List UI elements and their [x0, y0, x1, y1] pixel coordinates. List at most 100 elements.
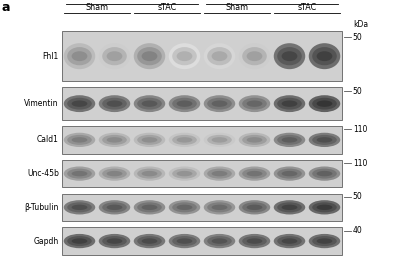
- Ellipse shape: [277, 202, 302, 212]
- Bar: [62, 87, 342, 120]
- Ellipse shape: [247, 171, 262, 176]
- Ellipse shape: [134, 95, 165, 112]
- Ellipse shape: [239, 200, 270, 214]
- Ellipse shape: [142, 238, 157, 244]
- Ellipse shape: [72, 137, 87, 142]
- Ellipse shape: [309, 166, 340, 181]
- Ellipse shape: [67, 135, 92, 145]
- Ellipse shape: [67, 202, 92, 212]
- Ellipse shape: [282, 205, 297, 210]
- Bar: [62, 227, 342, 255]
- Ellipse shape: [239, 95, 270, 112]
- Ellipse shape: [102, 168, 127, 179]
- Ellipse shape: [134, 43, 165, 69]
- Ellipse shape: [242, 135, 267, 145]
- Ellipse shape: [99, 43, 130, 69]
- Ellipse shape: [312, 98, 337, 109]
- Ellipse shape: [312, 47, 337, 65]
- Ellipse shape: [242, 47, 267, 65]
- Ellipse shape: [204, 166, 235, 181]
- Ellipse shape: [169, 43, 200, 69]
- Text: a: a: [2, 1, 10, 14]
- Ellipse shape: [137, 236, 162, 246]
- Text: Gapdh: Gapdh: [34, 237, 59, 245]
- Text: $\mathit{Hace1}^{+/+}$: $\mathit{Hace1}^{+/+}$: [111, 0, 153, 3]
- Ellipse shape: [242, 202, 267, 212]
- Ellipse shape: [172, 168, 197, 179]
- Ellipse shape: [102, 98, 127, 109]
- Ellipse shape: [169, 133, 200, 147]
- Text: 50: 50: [353, 33, 362, 42]
- Ellipse shape: [134, 200, 165, 214]
- Ellipse shape: [137, 98, 162, 109]
- Ellipse shape: [142, 171, 157, 176]
- Ellipse shape: [317, 100, 332, 107]
- Ellipse shape: [317, 171, 332, 176]
- Text: 40: 40: [353, 226, 362, 235]
- Ellipse shape: [207, 98, 232, 109]
- Ellipse shape: [309, 234, 340, 248]
- Ellipse shape: [212, 205, 227, 210]
- Ellipse shape: [207, 236, 232, 246]
- Ellipse shape: [274, 133, 305, 147]
- Ellipse shape: [64, 234, 95, 248]
- Ellipse shape: [177, 137, 192, 142]
- Ellipse shape: [309, 95, 340, 112]
- Ellipse shape: [274, 234, 305, 248]
- Ellipse shape: [204, 200, 235, 214]
- Bar: [62, 126, 342, 154]
- Ellipse shape: [277, 47, 302, 65]
- Ellipse shape: [177, 171, 192, 176]
- Ellipse shape: [312, 236, 337, 246]
- Ellipse shape: [317, 137, 332, 142]
- Ellipse shape: [177, 100, 192, 107]
- Ellipse shape: [204, 234, 235, 248]
- Bar: [62, 160, 342, 187]
- Text: Fhl1: Fhl1: [42, 52, 59, 61]
- Ellipse shape: [172, 202, 197, 212]
- Ellipse shape: [277, 168, 302, 179]
- Ellipse shape: [247, 137, 262, 142]
- Ellipse shape: [212, 51, 227, 61]
- Ellipse shape: [309, 43, 340, 69]
- Text: 110: 110: [353, 125, 367, 134]
- Text: Unc-45b: Unc-45b: [27, 169, 59, 178]
- Ellipse shape: [137, 47, 162, 65]
- Ellipse shape: [282, 171, 297, 176]
- Ellipse shape: [99, 95, 130, 112]
- Ellipse shape: [177, 205, 192, 210]
- Ellipse shape: [242, 236, 267, 246]
- Ellipse shape: [309, 133, 340, 147]
- Ellipse shape: [207, 168, 232, 179]
- Ellipse shape: [277, 236, 302, 246]
- Ellipse shape: [172, 47, 197, 65]
- Ellipse shape: [102, 47, 127, 65]
- Text: kDa: kDa: [353, 20, 368, 29]
- Ellipse shape: [212, 137, 227, 142]
- Ellipse shape: [247, 51, 262, 61]
- Ellipse shape: [242, 168, 267, 179]
- Ellipse shape: [142, 137, 157, 142]
- Ellipse shape: [64, 166, 95, 181]
- Ellipse shape: [309, 200, 340, 214]
- Ellipse shape: [67, 236, 92, 246]
- Ellipse shape: [282, 100, 297, 107]
- Ellipse shape: [204, 43, 235, 69]
- Ellipse shape: [137, 168, 162, 179]
- Ellipse shape: [282, 137, 297, 142]
- Ellipse shape: [107, 51, 122, 61]
- Bar: [62, 31, 342, 81]
- Ellipse shape: [317, 205, 332, 210]
- Ellipse shape: [239, 166, 270, 181]
- Ellipse shape: [134, 133, 165, 147]
- Ellipse shape: [64, 200, 95, 214]
- Ellipse shape: [107, 238, 122, 244]
- Ellipse shape: [274, 166, 305, 181]
- Bar: [62, 194, 342, 221]
- Ellipse shape: [172, 236, 197, 246]
- Ellipse shape: [212, 238, 227, 244]
- Ellipse shape: [142, 205, 157, 210]
- Ellipse shape: [107, 205, 122, 210]
- Ellipse shape: [64, 95, 95, 112]
- Ellipse shape: [212, 171, 227, 176]
